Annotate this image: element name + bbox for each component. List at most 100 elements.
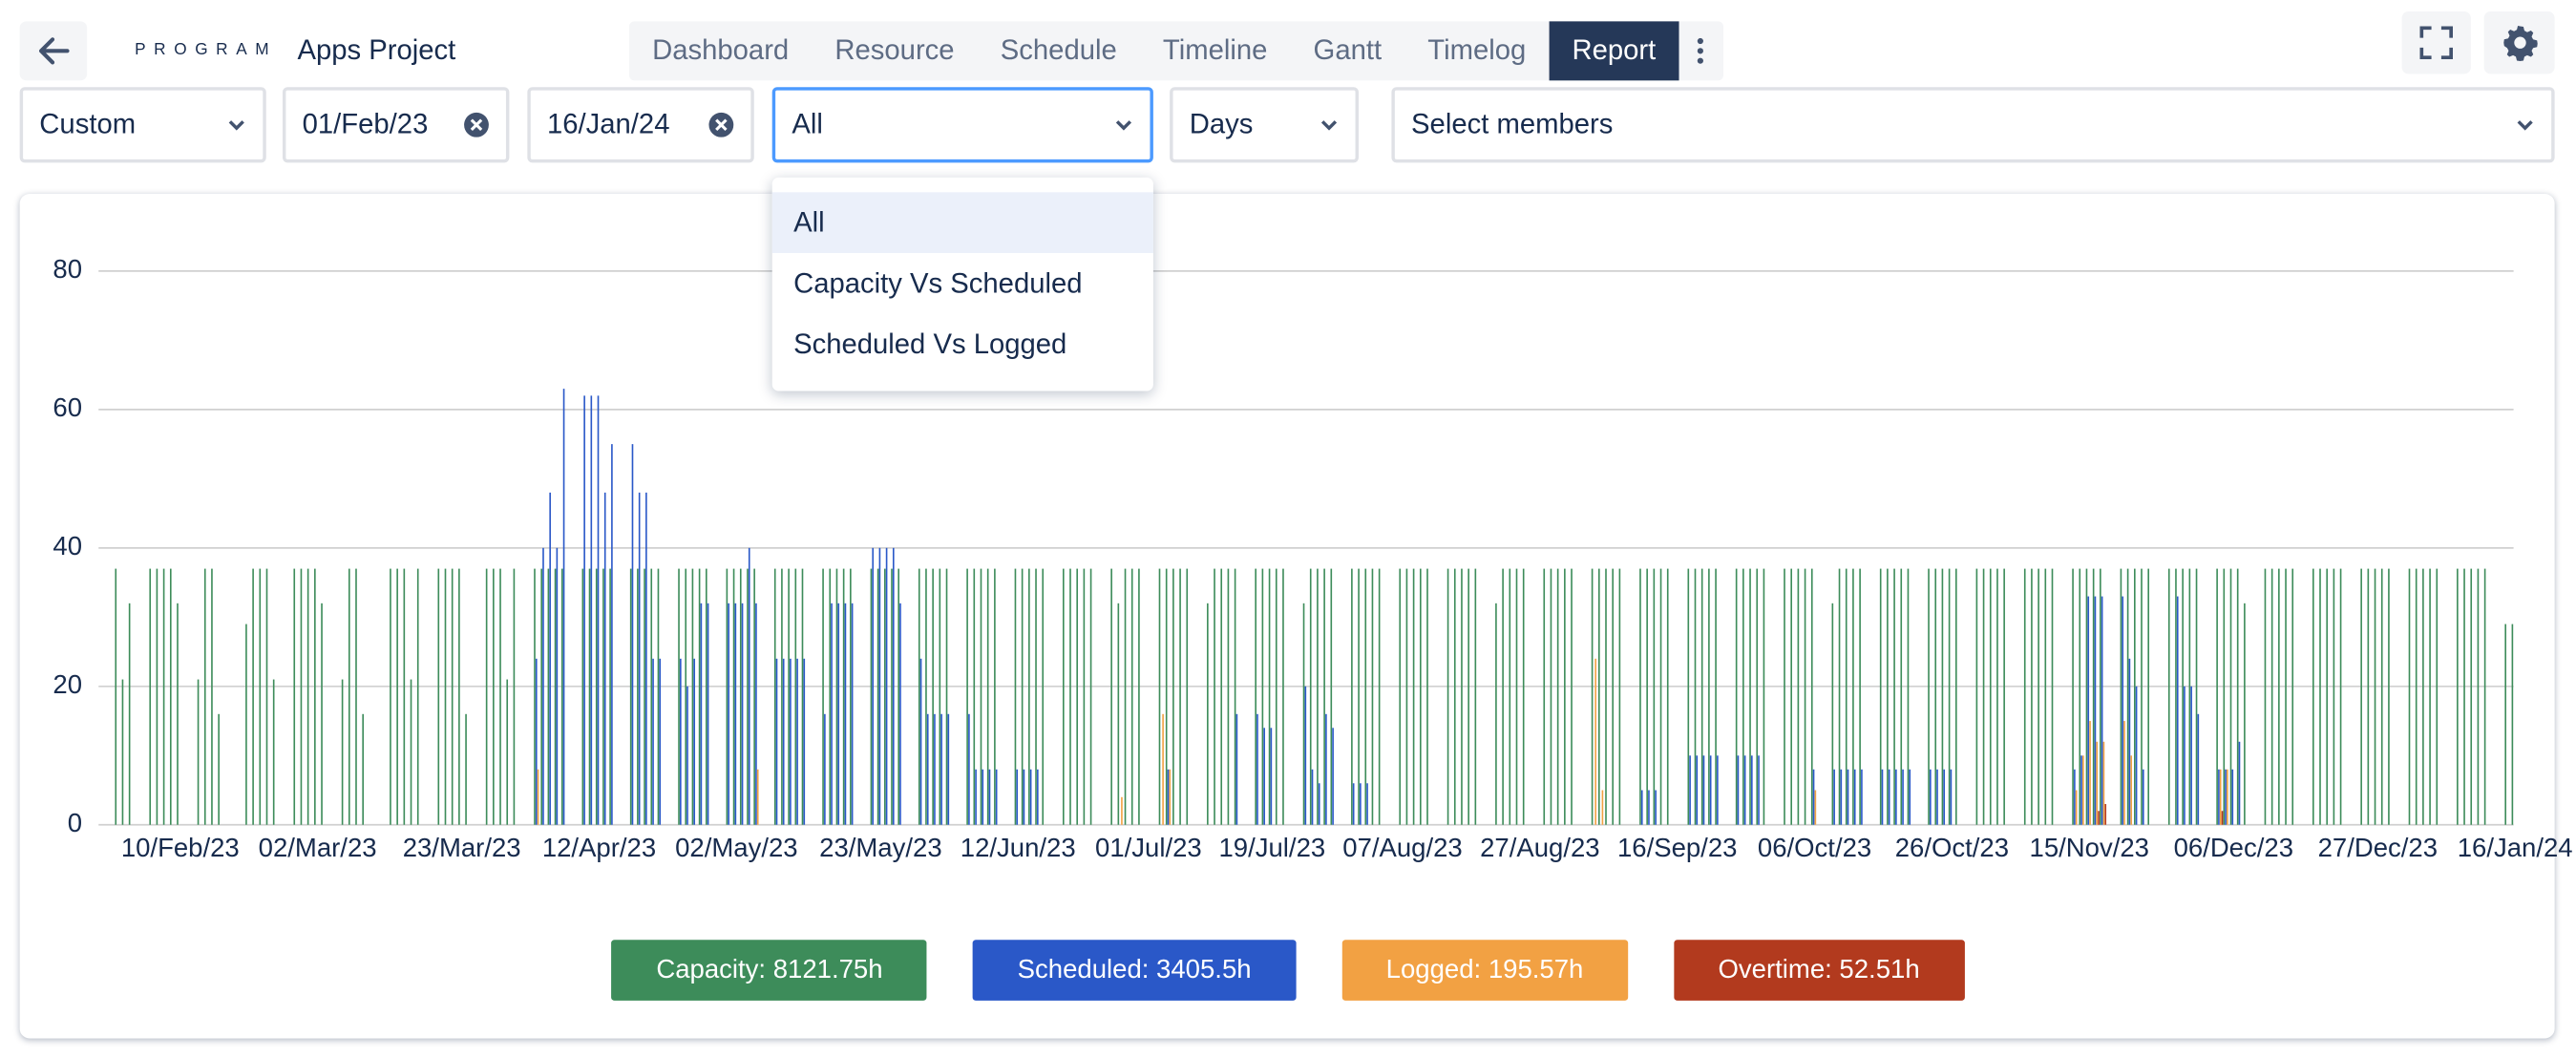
back-button[interactable]: [19, 21, 88, 81]
legend-item[interactable]: Overtime: 52.51h: [1674, 940, 1965, 1001]
bar: [1117, 603, 1120, 825]
bar: [1169, 769, 1172, 825]
x-tick-label: 10/Feb/23: [121, 833, 240, 862]
bar: [2190, 686, 2192, 825]
unit-select[interactable]: Days: [1170, 87, 1359, 163]
bar: [149, 568, 152, 825]
bar: [513, 568, 516, 825]
tab[interactable]: Dashboard: [652, 34, 790, 66]
bar: [1550, 568, 1552, 825]
bar: [2184, 686, 2185, 825]
bar: [1358, 568, 1360, 825]
end-date[interactable]: 16/Jan/24: [527, 87, 754, 163]
tab[interactable]: Resource: [834, 34, 955, 66]
legend: Capacity: 8121.75h Scheduled: 3405.5h Logg…: [0, 940, 2576, 1001]
tab[interactable]: Schedule: [1000, 34, 1117, 66]
bar: [1571, 568, 1573, 825]
more-button[interactable]: [1679, 21, 1722, 80]
more-icon: [1698, 37, 1704, 64]
clear-icon[interactable]: [708, 112, 735, 138]
bar: [934, 713, 936, 825]
bar: [2147, 568, 2150, 825]
bar: [2380, 568, 2383, 825]
bar: [121, 679, 124, 825]
bar: [726, 568, 728, 825]
bar: [1366, 783, 1368, 825]
menu-option[interactable]: All: [771, 192, 1153, 253]
bar: [1028, 568, 1030, 825]
bar: [657, 568, 660, 825]
bar: [1029, 769, 1032, 825]
bar: [2120, 568, 2122, 825]
bar: [734, 603, 737, 825]
bar: [2038, 568, 2039, 825]
members-select[interactable]: Select members: [1391, 87, 2555, 163]
settings-icon: [2502, 26, 2537, 62]
bar: [2128, 658, 2131, 825]
bar: [850, 568, 852, 825]
tab-active[interactable]: Report: [1549, 21, 1679, 81]
x-tick-label: 02/Mar/23: [259, 833, 377, 862]
y-tick-label: 0: [68, 808, 82, 837]
bar: [1639, 568, 1641, 825]
settings-button[interactable]: [2483, 11, 2555, 74]
menu-option[interactable]: Capacity Vs Scheduled: [793, 267, 1083, 300]
bar: [1954, 568, 1957, 825]
bar: [2094, 596, 2097, 825]
bar: [1261, 568, 1264, 825]
legend-item[interactable]: Scheduled: 3405.5h: [973, 940, 1297, 1001]
bar: [162, 568, 165, 825]
bar: [595, 568, 598, 825]
bar: [2074, 769, 2076, 825]
start-date[interactable]: 01/Feb/23: [282, 87, 510, 163]
bar: [870, 568, 873, 825]
bar: [2188, 568, 2191, 825]
tab[interactable]: Timelog: [1427, 34, 1527, 66]
fullscreen-button[interactable]: [2401, 11, 2471, 74]
bar: [2098, 811, 2100, 825]
view-select[interactable]: All: [771, 87, 1153, 163]
bar: [1207, 603, 1209, 825]
date-value: 16/Jan/24: [546, 108, 670, 140]
bar: [1467, 568, 1469, 825]
bar: [590, 395, 593, 825]
bar: [554, 568, 557, 825]
clear-icon[interactable]: [463, 112, 490, 138]
bar: [1934, 568, 1937, 825]
bar: [2264, 568, 2267, 825]
menu-option[interactable]: Scheduled Vs Logged: [793, 328, 1067, 360]
bar: [645, 492, 647, 825]
y-tick-label: 60: [53, 392, 82, 422]
bar: [1859, 568, 1861, 825]
bar: [1790, 568, 1793, 825]
bar: [781, 568, 783, 825]
bar: [775, 658, 778, 825]
bar: [2470, 568, 2473, 825]
bar: [986, 568, 989, 825]
range-select[interactable]: Custom: [19, 87, 266, 163]
bar: [1763, 568, 1765, 825]
bar: [899, 603, 901, 825]
bar: [362, 713, 364, 825]
chevron: [228, 120, 244, 131]
bar: [115, 568, 117, 825]
tab[interactable]: Gantt: [1313, 34, 1383, 66]
bar: [1900, 568, 1903, 825]
bar: [1275, 568, 1277, 825]
bar: [1556, 568, 1559, 825]
placeholder: Select members: [1411, 108, 1614, 140]
tab[interactable]: Timeline: [1162, 34, 1268, 66]
bar: [451, 568, 454, 825]
bar: [1648, 790, 1650, 825]
legend-item[interactable]: Capacity: 8121.75h: [611, 940, 928, 1001]
bar: [562, 389, 565, 825]
bar: [1887, 568, 1889, 825]
bar: [939, 568, 941, 825]
bar: [1601, 790, 1604, 825]
legend-item[interactable]: Logged: 195.57h: [1341, 940, 1628, 1001]
bar: [1352, 783, 1355, 825]
bar: [2182, 568, 2184, 825]
bar: [995, 769, 998, 825]
bar: [1950, 769, 1953, 825]
x-tick-label: 02/May/23: [675, 833, 797, 862]
